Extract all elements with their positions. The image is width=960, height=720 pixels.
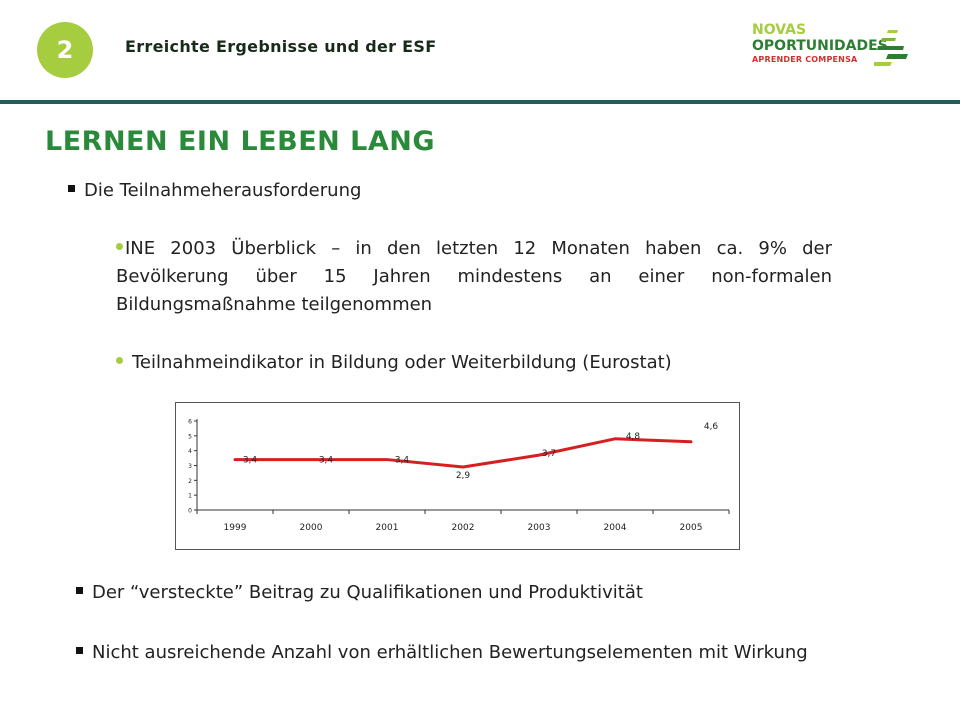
x-tick-label: 2005 <box>680 523 703 533</box>
dot-bullet-icon <box>116 243 123 250</box>
x-tick-label: 2000 <box>300 523 323 533</box>
slide-number-badge: 2 <box>37 22 93 78</box>
logo-line-3: APRENDER COMPENSA <box>752 55 858 64</box>
series-line <box>233 437 693 469</box>
ine-paragraph-text: INE 2003 Überblick – in den letzten 12 M… <box>116 238 832 315</box>
x-tick-label: 2002 <box>452 523 475 533</box>
y-tick-label: 1 <box>188 493 192 500</box>
y-tick-label: 5 <box>188 433 192 440</box>
y-tick-label: 4 <box>188 448 192 455</box>
data-label: 3,7 <box>542 449 556 459</box>
ine-paragraph: INE 2003 Überblick – in den letzten 12 M… <box>116 235 832 319</box>
participation-chart: 0 1 2 3 4 5 6 1999 2000 2001 2002 2003 2004 2005 3,4 3,… <box>175 402 740 550</box>
data-label: 3,4 <box>395 456 410 466</box>
y-tick-label: 6 <box>188 419 192 426</box>
bottom-item-1-text: Der “versteckte” Beitrag zu Qualifikatio… <box>92 582 643 603</box>
bottom-item-2: Nicht ausreichende Anzahl von erhältlich… <box>76 639 836 666</box>
eurostat-bullet: Teilnahmeindikator in Bildung oder Weite… <box>116 352 672 373</box>
x-tick-label: 2001 <box>376 523 399 533</box>
header-divider <box>0 100 960 104</box>
main-title: LERNEN EIN LEBEN LANG <box>45 126 435 157</box>
y-tick-label: 3 <box>188 463 192 470</box>
x-tick-label: 2004 <box>604 523 627 533</box>
x-tick-label: 2003 <box>528 523 551 533</box>
square-bullet-icon <box>76 647 83 654</box>
logo-line-2: OPORTUNIDADES <box>752 38 888 54</box>
x-tick-label: 1999 <box>224 523 247 533</box>
square-bullet-icon <box>68 185 75 192</box>
y-tick-label: 0 <box>188 508 192 515</box>
novas-oportunidades-logo: NOVAS OPORTUNIDADES APRENDER COMPENSA <box>752 22 922 82</box>
logo-stairs-icon <box>874 30 908 66</box>
y-tick-label: 2 <box>188 478 192 485</box>
eurostat-bullet-text: Teilnahmeindikator in Bildung oder Weite… <box>132 352 672 373</box>
logo-line-1: NOVAS <box>752 22 807 38</box>
square-bullet-icon <box>76 587 83 594</box>
participation-line-chart: 0 1 2 3 4 5 6 1999 2000 2001 2002 2003 2004 2005 3,4 3,… <box>188 419 730 533</box>
slide-number: 2 <box>56 36 74 64</box>
data-label: 3,4 <box>319 456 334 466</box>
data-label: 4,8 <box>626 432 641 442</box>
section-heading: Die Teilnahmeherausforderung <box>84 180 362 201</box>
header-title: Erreichte Ergebnisse und der ESF <box>125 37 437 56</box>
data-label: 3,4 <box>243 456 258 466</box>
bottom-item-2-text: Nicht ausreichende Anzahl von erhältlich… <box>92 642 808 663</box>
bottom-item-1: Der “versteckte” Beitrag zu Qualifikatio… <box>76 582 643 603</box>
dot-bullet-icon <box>116 357 123 364</box>
section-heading-item: Die Teilnahmeherausforderung <box>68 180 361 201</box>
data-label: 4,6 <box>704 422 719 432</box>
data-label: 2,9 <box>456 471 471 481</box>
